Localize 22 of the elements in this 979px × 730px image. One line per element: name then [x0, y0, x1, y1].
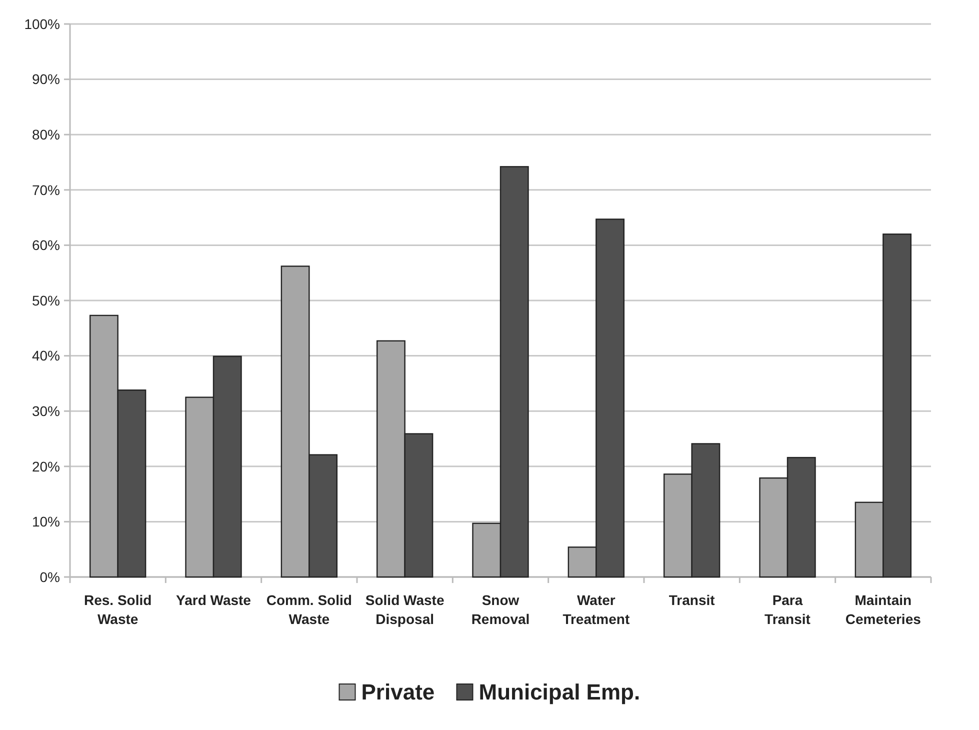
y-tick-label: 50%: [32, 292, 60, 308]
y-tick-label: 80%: [32, 126, 60, 142]
y-tick-label: 40%: [32, 348, 60, 364]
x-tick-label: Yard Waste: [176, 592, 252, 608]
y-tick-label: 20%: [32, 458, 60, 474]
x-tick-label: Solid Waste Disposal: [365, 592, 444, 627]
legend-label: Private: [361, 680, 435, 705]
x-tick-label: Maintain Cemeteries: [845, 592, 922, 627]
legend-label: Municipal Emp.: [478, 680, 640, 705]
x-tick-label: Snow Removal: [471, 592, 530, 627]
y-tick-label: 60%: [32, 237, 60, 254]
y-tick-label: 100%: [24, 16, 60, 32]
y-tick-label: 70%: [32, 182, 60, 198]
x-tick-label: Comm. Solid Waste: [266, 592, 352, 627]
y-tick-label: 30%: [32, 403, 60, 419]
y-tick-label: 0%: [40, 568, 60, 585]
x-tick-label: Para Transit: [764, 592, 811, 627]
y-tick-label: 10%: [32, 514, 60, 530]
x-tick-label: Res. Solid Waste: [84, 592, 152, 627]
x-tick-label: Transit: [668, 592, 716, 608]
y-tick-label: 90%: [32, 71, 60, 88]
x-tick-label: Water Treatment: [562, 592, 630, 627]
